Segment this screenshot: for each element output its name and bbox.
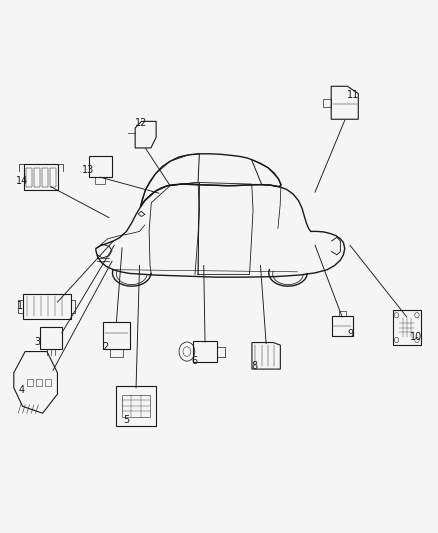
Text: 12: 12 [135,118,148,128]
Text: 2: 2 [102,342,109,352]
Text: 11: 11 [347,90,360,100]
Text: 6: 6 [191,356,197,366]
Text: 1: 1 [17,301,23,311]
Text: 8: 8 [252,361,258,372]
Text: 9: 9 [347,329,353,339]
Text: 10: 10 [410,332,423,342]
Text: 4: 4 [18,385,25,395]
Text: 13: 13 [82,165,94,175]
Text: 3: 3 [34,337,40,347]
Text: 5: 5 [124,415,130,425]
Text: 14: 14 [15,176,28,187]
